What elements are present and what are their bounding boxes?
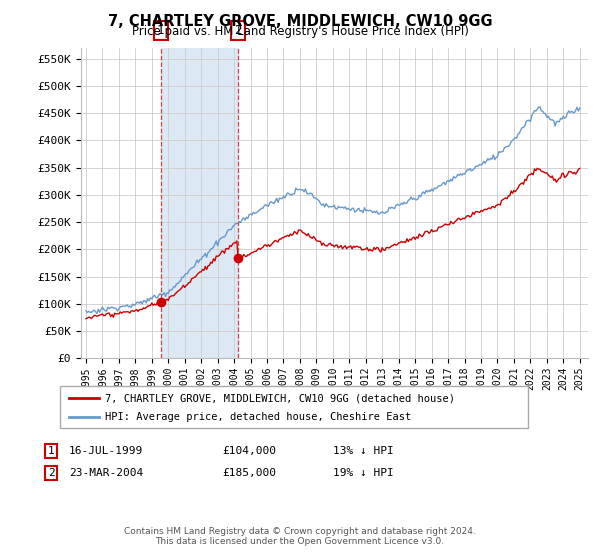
Text: 1: 1	[157, 24, 164, 38]
Text: 7, CHARTLEY GROVE, MIDDLEWICH, CW10 9GG (detached house): 7, CHARTLEY GROVE, MIDDLEWICH, CW10 9GG …	[105, 393, 455, 403]
Text: 19% ↓ HPI: 19% ↓ HPI	[333, 468, 394, 478]
Text: Price paid vs. HM Land Registry's House Price Index (HPI): Price paid vs. HM Land Registry's House …	[131, 25, 469, 38]
Text: £185,000: £185,000	[222, 468, 276, 478]
Text: 1: 1	[47, 446, 55, 456]
Text: 13% ↓ HPI: 13% ↓ HPI	[333, 446, 394, 456]
Text: £104,000: £104,000	[222, 446, 276, 456]
Text: Contains HM Land Registry data © Crown copyright and database right 2024.
This d: Contains HM Land Registry data © Crown c…	[124, 526, 476, 546]
Text: HPI: Average price, detached house, Cheshire East: HPI: Average price, detached house, Ches…	[105, 412, 411, 422]
Text: 7, CHARTLEY GROVE, MIDDLEWICH, CW10 9GG: 7, CHARTLEY GROVE, MIDDLEWICH, CW10 9GG	[107, 14, 493, 29]
Text: 16-JUL-1999: 16-JUL-1999	[69, 446, 143, 456]
Text: 2: 2	[234, 24, 241, 38]
Text: 23-MAR-2004: 23-MAR-2004	[69, 468, 143, 478]
Text: 2: 2	[47, 468, 55, 478]
Bar	[161, 48, 238, 358]
